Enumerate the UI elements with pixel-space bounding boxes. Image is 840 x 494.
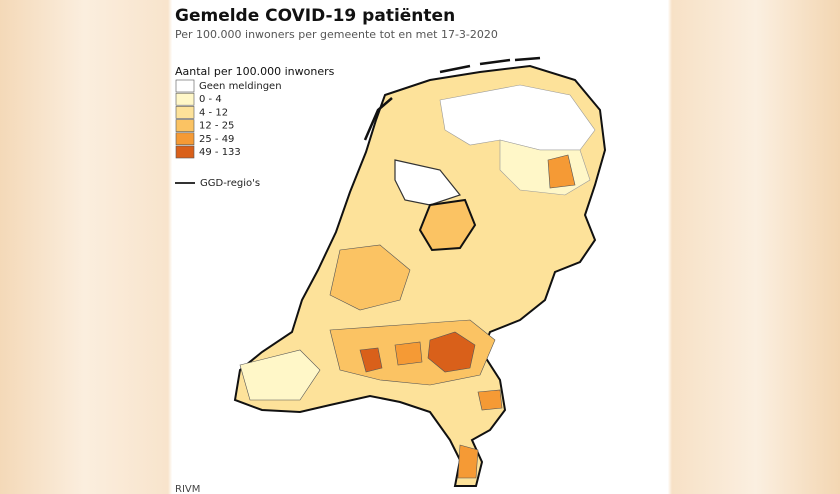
border-label: GGD-regio's [200, 178, 260, 189]
region [427, 331, 476, 373]
legend-label: 25 - 49 [199, 134, 234, 145]
legend-label: 0 - 4 [199, 94, 222, 105]
netherlands-map [233, 56, 607, 487]
subtitle: Per 100.000 inwoners per gemeente tot en… [175, 28, 498, 41]
source: RIVM [175, 484, 200, 494]
legend-label: 4 - 12 [199, 107, 228, 118]
legend: Geen meldingen 0 - 4 4 - 12 12 - 25 25 - 49 4… [175, 79, 282, 159]
legend-swatch [175, 92, 195, 106]
region [239, 349, 321, 401]
legend-swatch [175, 106, 195, 119]
legend-swatch [175, 132, 195, 146]
region [329, 244, 411, 311]
legend-swatch [175, 79, 195, 93]
region [394, 341, 423, 366]
region [477, 389, 503, 411]
region [359, 347, 383, 373]
legend-label: 12 - 25 [199, 121, 234, 132]
title: Gemelde COVID-19 patiënten [175, 6, 455, 26]
legend-label: Geen meldingen [199, 81, 282, 92]
flevoland [418, 198, 477, 252]
legend-title: Aantal per 100.000 inwoners [175, 65, 335, 78]
legend-swatch [175, 119, 195, 132]
region [547, 154, 576, 189]
wadden-islands [363, 56, 541, 141]
legend-swatch [175, 145, 195, 159]
legend-label: 49 - 133 [199, 147, 241, 158]
region [457, 444, 479, 479]
